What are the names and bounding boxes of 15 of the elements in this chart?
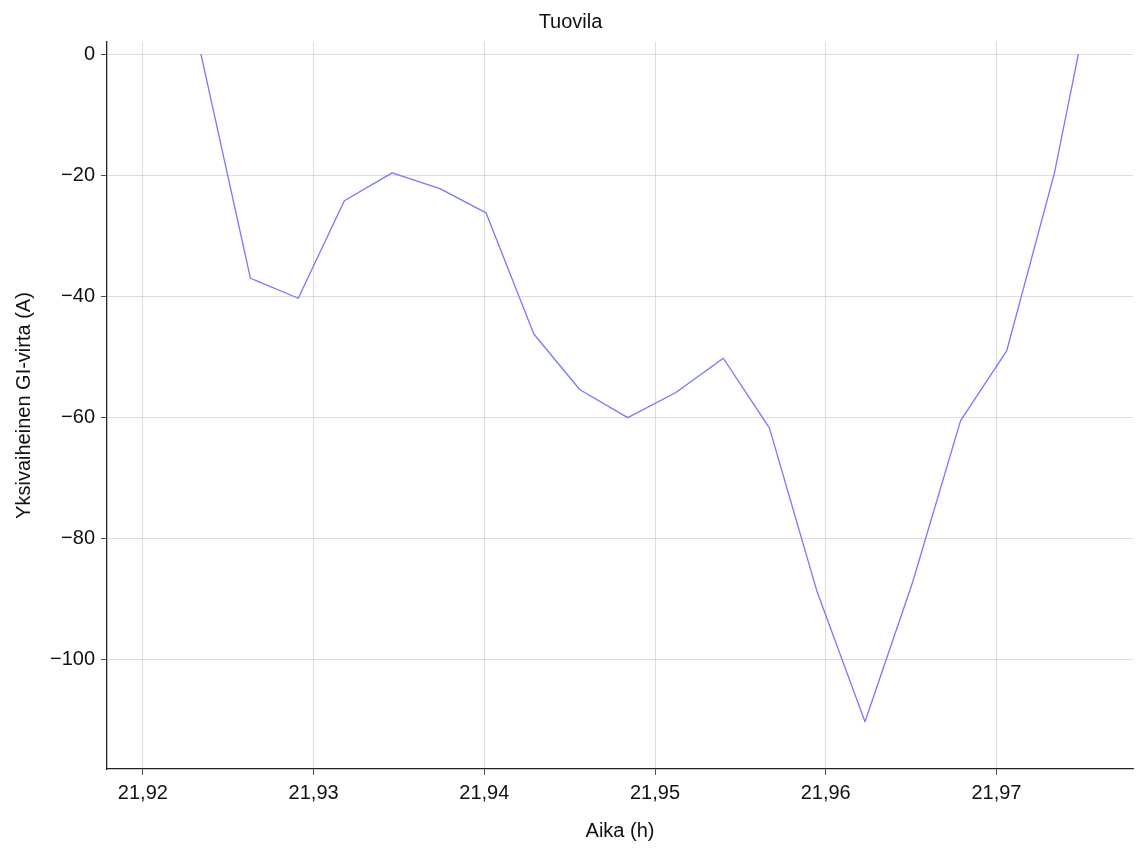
y-axis-title: Yksivaiheinen GI-virta (A) <box>11 292 34 519</box>
y-tick-label: −60 <box>61 405 96 428</box>
y-tick-label: −20 <box>61 162 96 185</box>
x-tick-label: 21,96 <box>800 780 851 803</box>
y-tick-label: −40 <box>61 283 96 306</box>
x-tick-label: 21,97 <box>971 780 1022 803</box>
chart-title: Tuovila <box>538 9 604 32</box>
y-tick-label: 0 <box>83 41 96 64</box>
x-tick-label: 21,92 <box>117 780 168 803</box>
x-tick-label: 21,95 <box>629 780 681 803</box>
y-tick-label: −80 <box>61 526 96 549</box>
x-axis-title: Aika (h) <box>585 818 655 841</box>
x-tick-label: 21,94 <box>459 780 510 803</box>
x-tick-label: 21,93 <box>288 780 339 803</box>
y-tick-label: −100 <box>49 647 96 670</box>
